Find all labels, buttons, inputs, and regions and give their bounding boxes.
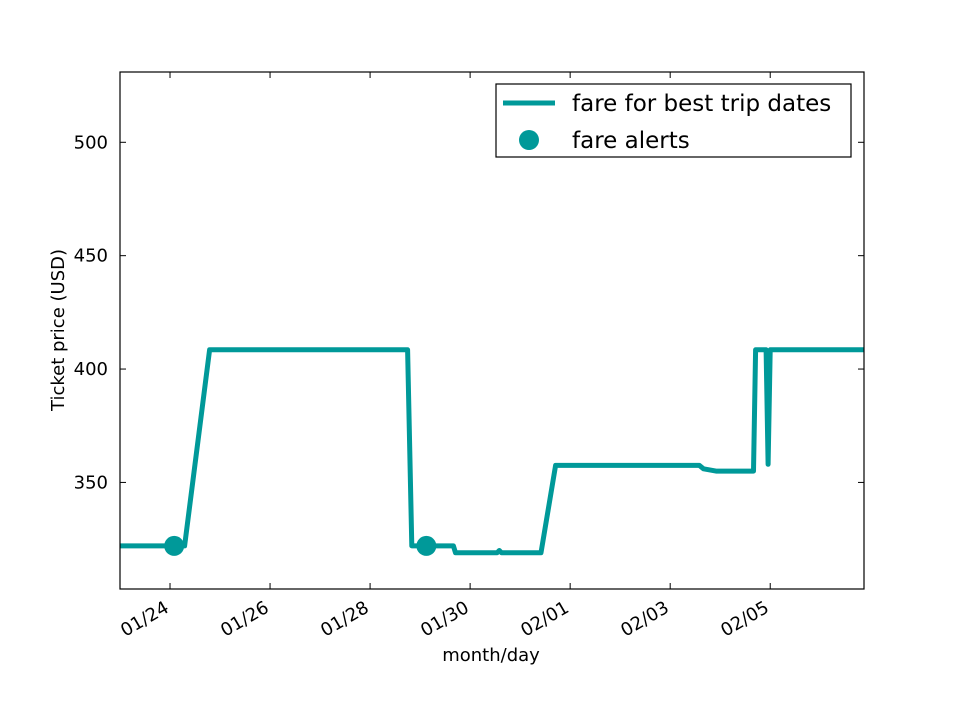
x-tick-label: 01/24 <box>117 597 172 641</box>
y-tick-label: 500 <box>74 132 108 153</box>
legend-box <box>495 83 852 158</box>
y-tick-label: 350 <box>74 472 108 493</box>
x-tick-label: 02/05 <box>717 597 772 641</box>
series-layer <box>120 347 864 556</box>
x-axis-label: month/day <box>442 645 540 666</box>
legend-marker-swatch <box>519 130 539 150</box>
x-tick-label: 02/03 <box>617 597 672 641</box>
fare-alert-marker <box>416 535 437 556</box>
x-tick-label: 01/28 <box>317 597 372 641</box>
legend: fare for best trip dates fare alerts <box>495 83 852 158</box>
legend-label-fare: fare for best trip dates <box>572 91 831 117</box>
legend-label-alerts: fare alerts <box>572 128 690 154</box>
series-line-fare <box>120 347 864 556</box>
plot-background <box>120 72 864 589</box>
plot-frame <box>119 71 865 590</box>
fare-alert-marker <box>164 535 185 556</box>
y-tick-label: 450 <box>74 246 108 267</box>
x-tick-label: 02/01 <box>517 597 572 641</box>
x-tick-label: 01/30 <box>417 597 472 641</box>
x-tick-label: 01/26 <box>217 597 272 641</box>
y-axis-label: Ticket price (USD) <box>48 249 69 412</box>
y-tick-label: 400 <box>74 359 108 380</box>
